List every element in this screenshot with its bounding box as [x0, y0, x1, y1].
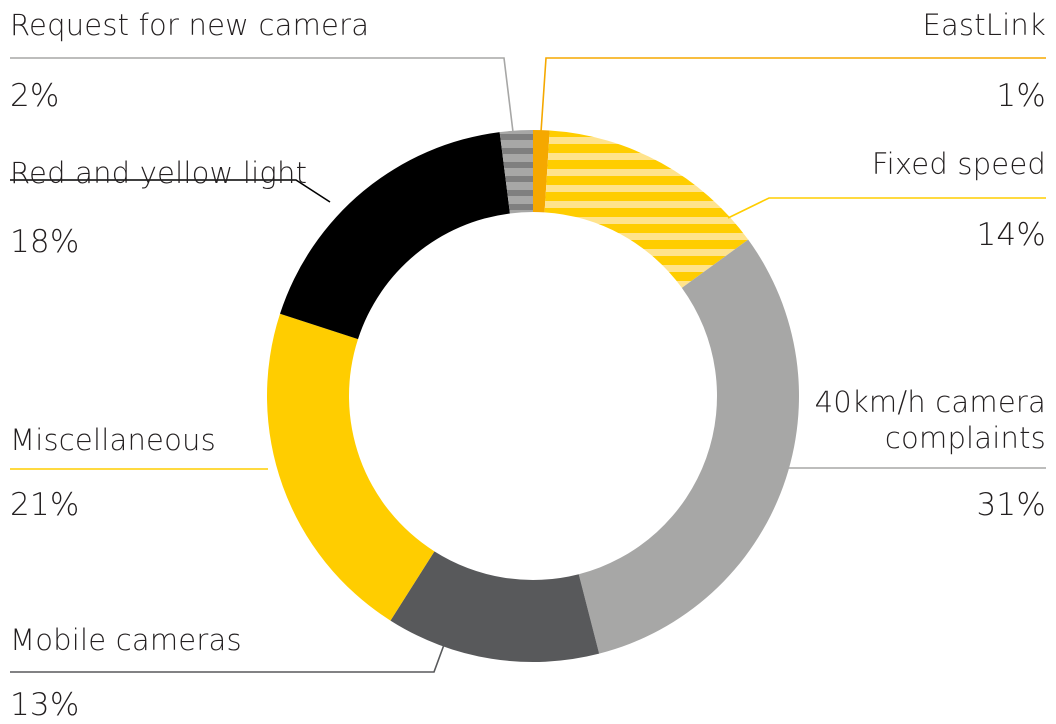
value-miscellaneous: 21%: [10, 487, 80, 523]
slice-request-for-new-camera: [499, 130, 533, 214]
label-request-new-camera: Request for new camera: [10, 8, 370, 42]
slice-mobile-cameras: [390, 551, 600, 663]
leader-request: [10, 57, 514, 133]
slice-40km-h-camera-complaints: [578, 239, 800, 654]
label-mobile-cameras: Mobile cameras: [10, 623, 242, 657]
value-mobile-cameras: 13%: [10, 687, 80, 723]
label-miscellaneous: Miscellaneous: [10, 423, 216, 457]
value-eastlink: 1%: [996, 78, 1046, 114]
value-red-and-yellow-light: 18%: [10, 224, 80, 260]
leader-fixed-speed: [727, 197, 1046, 219]
leader-red-yellow: [10, 179, 331, 203]
leader-mobile-cameras: [10, 641, 446, 673]
value-fixed-speed: 14%: [976, 217, 1046, 253]
slice-fixed-speed: [544, 130, 749, 288]
label-fixed-speed: Fixed speed: [871, 147, 1046, 181]
value-request-new-camera: 2%: [10, 78, 60, 114]
leader-eastlink: [540, 57, 1046, 133]
slice-eastlink: [533, 130, 550, 213]
slice-miscellaneous: [267, 313, 435, 621]
slice-red-and-yellow-light: [280, 132, 510, 340]
label-40kmh-camera-complaints: 40km/h camera complaints: [814, 385, 1046, 455]
value-40kmh-camera-complaints: 31%: [976, 487, 1046, 523]
label-eastlink: EastLink: [922, 8, 1046, 42]
label-red-and-yellow-light: Red and yellow light: [10, 156, 308, 190]
